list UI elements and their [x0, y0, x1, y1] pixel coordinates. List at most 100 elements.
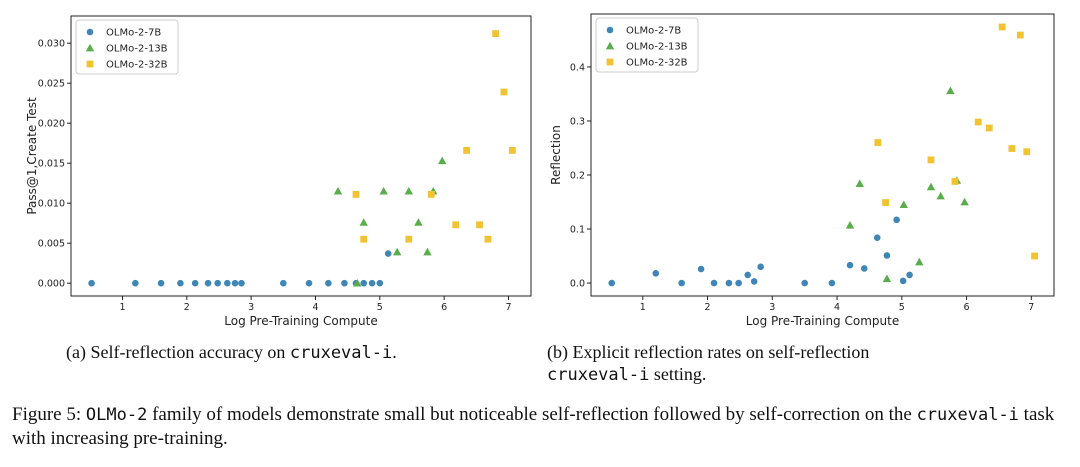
- legend-label: OLMo-2-7B: [106, 28, 161, 39]
- subcaption-b-suffix: setting.: [649, 364, 707, 384]
- series-olmo-2-32b: [352, 30, 516, 243]
- data-point: [860, 265, 868, 272]
- y-tick-label: 0.1: [570, 225, 585, 236]
- data-point: [191, 279, 199, 287]
- data-point: [427, 191, 435, 198]
- data-point: [423, 247, 432, 256]
- data-point: [678, 279, 685, 287]
- data-point: [231, 279, 239, 287]
- data-point: [951, 178, 959, 185]
- data-point: [1008, 145, 1016, 152]
- data-point: [899, 277, 907, 285]
- data-point: [492, 30, 500, 37]
- data-point: [333, 187, 343, 195]
- subcaption-a-prefix: (a) Self-reflection accuracy on: [66, 342, 290, 362]
- data-point: [855, 179, 864, 187]
- subcaption-a: (a) Self-reflection accuracy on cruxeval…: [66, 341, 526, 364]
- data-point: [1016, 31, 1024, 39]
- data-point: [926, 182, 936, 191]
- data-point: [404, 187, 413, 195]
- data-point: [325, 279, 332, 287]
- data-point: [1031, 252, 1038, 260]
- y-tick-label: 0.2: [570, 170, 585, 181]
- x-tick-label: 5: [899, 302, 905, 313]
- data-point: [368, 279, 376, 287]
- y-tick-label: 0.3: [570, 116, 585, 127]
- data-point: [710, 279, 718, 287]
- series-olmo-2-13b: [333, 156, 447, 287]
- y-tick-label: 0.0: [570, 279, 585, 290]
- legend-label: OLMo-2-32B: [626, 58, 688, 69]
- y-tick-label: 0.4: [570, 62, 585, 73]
- legend: OLMo-2-7B OLMo-2-13B OLMo-2-32B: [595, 17, 699, 73]
- data-point: [359, 218, 368, 226]
- data-point: [735, 279, 742, 287]
- x-tick-label: 3: [769, 302, 775, 313]
- y-tick-label: 0.005: [38, 239, 65, 250]
- data-point: [353, 279, 362, 287]
- data-point: [985, 124, 993, 132]
- data-point: [379, 187, 388, 195]
- data-point: [214, 279, 221, 287]
- subcaption-b: (b) Explicit reflection rates on self-re…: [547, 341, 1007, 386]
- data-point: [177, 279, 184, 287]
- legend-marker: [86, 60, 94, 68]
- series-olmo-2-7b: [88, 250, 392, 287]
- data-point: [360, 235, 368, 243]
- data-point: [974, 118, 982, 126]
- x-tick-label: 3: [248, 302, 254, 313]
- data-point: [405, 235, 413, 243]
- x-tick-label: 7: [1028, 302, 1034, 313]
- x-tick-label: 4: [834, 302, 840, 313]
- data-point: [757, 263, 764, 271]
- legend-marker: [606, 58, 614, 66]
- data-point: [463, 147, 471, 154]
- data-point: [882, 274, 892, 283]
- series-olmo-2-32b: [874, 23, 1038, 260]
- figure-caption: Figure 5: OLMo-2 family of models demons…: [12, 403, 1072, 451]
- data-point: [305, 279, 313, 287]
- data-point: [936, 191, 945, 200]
- figure-caption-text-2: task with increasing pre-training.: [12, 404, 1055, 449]
- figure-caption-code-model: OLMo-2: [85, 405, 148, 425]
- subcaption-b-code: cruxeval-i: [547, 365, 650, 385]
- x-tick-label: 6: [964, 302, 970, 313]
- data-point: [438, 156, 447, 165]
- data-point: [280, 279, 287, 287]
- y-tick-label: 0.000: [38, 279, 65, 290]
- y-tick-label: 0.015: [38, 159, 65, 170]
- legend-label: OLMo-2-13B: [106, 44, 168, 55]
- data-point: [960, 197, 969, 206]
- chart-b: 1 2 3 4 5 6 7 0.0 0.1 0.2 0.3 0.4 Log Pre-Training C…: [540, 0, 1080, 340]
- y-tick-label: 0.020: [38, 119, 65, 130]
- chart-a: 1 2 3 4 5 6 7 0.000 0.005 0.010 0.015 0.020 0.025 0.0…: [0, 0, 540, 340]
- data-point: [508, 147, 516, 154]
- data-point: [750, 278, 758, 285]
- x-tick-label: 4: [312, 302, 318, 313]
- subcaption-a-code: cruxeval-i: [289, 343, 393, 363]
- x-axis-label: Log Pre-Training Compute: [224, 314, 377, 328]
- data-point: [392, 247, 402, 256]
- legend-label: OLMo-2-7B: [626, 26, 681, 37]
- data-point: [652, 270, 660, 277]
- data-point: [484, 235, 492, 243]
- data-point: [899, 200, 908, 209]
- data-point: [608, 279, 616, 287]
- data-point: [873, 234, 881, 241]
- data-point: [238, 279, 245, 287]
- legend: OLMo-2-7B OLMo-2-13B OLMo-2-32B: [75, 19, 179, 75]
- data-point: [132, 279, 139, 287]
- data-point: [845, 221, 855, 229]
- data-point: [883, 252, 891, 259]
- x-axis-label: Log Pre-Training Compute: [746, 314, 899, 328]
- y-tick-label: 0.025: [38, 79, 65, 90]
- x-tick-label: 7: [505, 302, 511, 313]
- legend-marker: [85, 43, 95, 52]
- data-point: [725, 279, 733, 287]
- data-point: [828, 279, 836, 287]
- data-point: [927, 156, 935, 164]
- y-tick-label: 0.010: [38, 199, 65, 210]
- x-tick-label: 2: [184, 302, 190, 313]
- subcaption-b-line1: (b) Explicit reflection rates on self-re…: [547, 342, 870, 362]
- chart-svg-a: 1 2 3 4 5 6 7 0.000 0.005 0.010 0.015 0.020 0.025 0.0…: [25, 15, 532, 328]
